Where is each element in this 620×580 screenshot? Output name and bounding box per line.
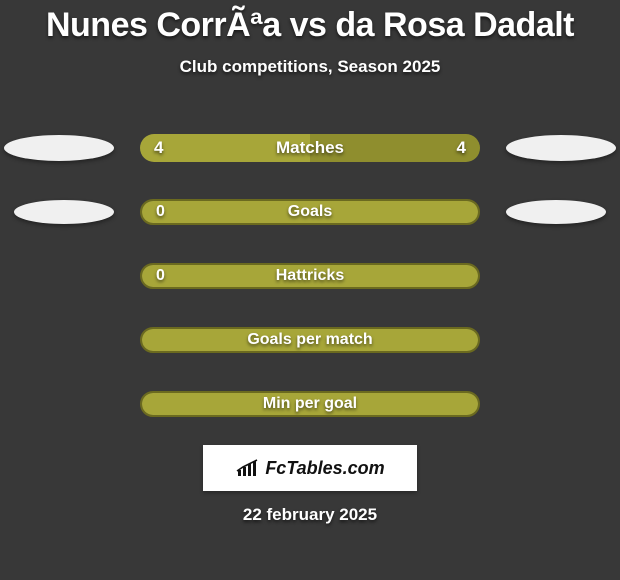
source-logo-box: FcTables.com — [203, 445, 417, 491]
stat-row: Min per goal — [0, 381, 620, 427]
stat-value-left: 0 — [156, 201, 165, 223]
comparison-subtitle: Club competitions, Season 2025 — [0, 57, 620, 77]
stat-value-left: 4 — [154, 134, 163, 162]
stat-row: Hattricks0 — [0, 253, 620, 299]
player-left-ellipse — [14, 200, 114, 224]
stat-label: Matches — [140, 134, 480, 162]
stat-bar: Hattricks0 — [140, 263, 480, 289]
player-left-ellipse — [4, 135, 114, 161]
stat-label: Goals — [142, 201, 478, 223]
stat-bar: Goals0 — [140, 199, 480, 225]
stat-label: Min per goal — [142, 393, 478, 415]
player-right-ellipse — [506, 135, 616, 161]
stat-label: Goals per match — [142, 329, 478, 351]
stat-row: Goals per match — [0, 317, 620, 363]
source-logo-text: FcTables.com — [265, 458, 384, 479]
comparison-card: { "title": { "text": "Nunes CorrÃªa vs d… — [0, 6, 620, 580]
source-logo: FcTables.com — [235, 458, 384, 479]
comparison-title: Nunes CorrÃªa vs da Rosa Dadalt — [0, 6, 620, 45]
stat-row: Goals0 — [0, 189, 620, 235]
stat-bar: Matches4 4 — [140, 134, 480, 162]
stat-row: Matches4 4 — [0, 125, 620, 171]
player-right-ellipse — [506, 200, 606, 224]
snapshot-date: 22 february 2025 — [0, 505, 620, 525]
stat-rows: Matches44Goals0Hattricks0Goals per match… — [0, 125, 620, 427]
stat-value-left: 0 — [156, 265, 165, 287]
barchart-icon — [235, 458, 261, 478]
stat-value-right: 4 — [457, 134, 466, 162]
stat-bar: Goals per match — [140, 327, 480, 353]
stat-bar: Min per goal — [140, 391, 480, 417]
stat-label: Hattricks — [142, 265, 478, 287]
